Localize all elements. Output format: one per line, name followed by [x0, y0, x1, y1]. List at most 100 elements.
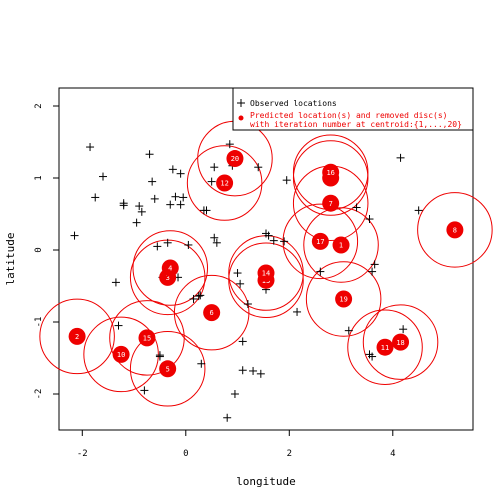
predicted-point-2: [68, 327, 86, 345]
iteration-label-5: 5: [166, 365, 170, 373]
iteration-label-16: 16: [326, 169, 334, 177]
predicted-point-20: [226, 150, 244, 168]
observed-point: [176, 169, 185, 178]
observed-point: [230, 390, 239, 398]
observed-point: [352, 203, 361, 212]
observed-point: [316, 267, 325, 276]
predicted-points: 1234567891011121314151617181920: [68, 150, 464, 378]
observed-point: [140, 386, 149, 395]
observed-point: [225, 140, 234, 149]
predicted-point-16: [322, 163, 340, 181]
predicted-point-10: [112, 345, 130, 363]
observed-point: [86, 143, 95, 152]
observed-point: [163, 238, 172, 247]
observed-point: [168, 165, 177, 174]
observed-point: [176, 200, 185, 209]
observed-point: [368, 267, 377, 276]
iteration-label-3: 3: [166, 274, 170, 282]
observed-point: [414, 206, 423, 215]
predicted-point-14: [257, 264, 275, 282]
iteration-label-1: 1: [339, 242, 343, 250]
observed-point: [148, 177, 157, 186]
iteration-label-20: 20: [231, 155, 239, 163]
removed-disc-19: [305, 261, 382, 337]
predicted-point-17: [311, 232, 329, 250]
observed-point: [150, 194, 159, 203]
observed-point: [70, 231, 79, 240]
predicted-point-19: [335, 290, 353, 308]
predicted-point-4: [161, 259, 179, 277]
observed-point: [111, 278, 120, 287]
iteration-label-19: 19: [339, 296, 347, 304]
observed-point: [236, 279, 245, 288]
removed-disc-2: [39, 298, 115, 375]
iteration-label-4: 4: [168, 265, 172, 273]
predicted-point-12: [216, 174, 234, 192]
observed-point: [233, 269, 242, 278]
legend-plus-icon: [237, 99, 245, 107]
legend-predicted-label-line1: Predicted location(s) and removed disc(s…: [250, 111, 447, 120]
iteration-label-18: 18: [396, 339, 404, 347]
observed-point: [223, 413, 232, 422]
removed-disc-5: [129, 331, 206, 407]
observed-point: [179, 193, 188, 202]
iteration-label-12: 12: [220, 180, 228, 188]
predicted-point-5: [159, 360, 177, 378]
observed-points: [70, 140, 423, 422]
x-axis: -2 0 2 4: [77, 430, 395, 459]
removed-disc-13: [228, 242, 304, 318]
observed-point: [280, 237, 289, 246]
observed-point: [370, 260, 379, 269]
iteration-label-14: 14: [262, 270, 270, 278]
observed-point: [212, 238, 221, 247]
observed-point: [210, 233, 219, 242]
observed-point: [155, 352, 164, 361]
observed-point: [171, 192, 180, 201]
y-axis: -2 -1 0 1 2: [34, 103, 59, 399]
x-tick-label: 4: [390, 449, 395, 459]
predicted-point-7: [322, 194, 340, 212]
predicted-point-8: [446, 221, 464, 239]
observed-point: [368, 352, 377, 361]
observed-point: [98, 172, 107, 181]
removed-disc-11: [347, 309, 423, 385]
legend-dot-icon: [238, 115, 244, 121]
x-axis-label: longitude: [236, 475, 296, 488]
observed-point: [399, 325, 408, 334]
observed-point: [249, 366, 258, 375]
predicted-point-11: [376, 338, 394, 356]
legend-box: [232, 87, 474, 131]
observed-point: [153, 242, 162, 251]
observed-point: [254, 163, 263, 172]
observed-point: [365, 215, 374, 224]
y-tick-label: 0: [34, 247, 44, 252]
removed-disc-10: [83, 316, 159, 393]
legend-predicted-label-line2: with iteration number at centroid:{1,...…: [250, 120, 462, 129]
observed-point: [210, 163, 219, 172]
legend: Observed locations Predicted location(s)…: [232, 87, 474, 131]
observed-point: [202, 206, 211, 215]
y-axis-label: latitude: [4, 233, 17, 286]
disc-layer: [39, 120, 493, 407]
observed-point: [189, 294, 198, 303]
removed-disc-18: [362, 304, 439, 380]
observed-point: [132, 218, 141, 227]
observed-point: [243, 300, 252, 308]
observed-point: [184, 240, 193, 249]
plot-frame: [58, 87, 474, 431]
observed-point: [293, 307, 302, 316]
removed-disc-12: [186, 145, 263, 221]
observed-point: [238, 337, 247, 346]
observed-point: [135, 202, 144, 211]
observed-point: [91, 193, 100, 202]
x-tick-label: -2: [77, 449, 88, 459]
removed-disc-4: [132, 230, 209, 306]
observed-point: [207, 177, 216, 186]
observed-point: [264, 231, 273, 240]
observed-point: [114, 321, 123, 330]
iteration-label-10: 10: [117, 351, 125, 359]
predicted-point-15: [138, 329, 156, 347]
observed-point: [396, 153, 405, 162]
iteration-label-11: 11: [381, 344, 389, 352]
